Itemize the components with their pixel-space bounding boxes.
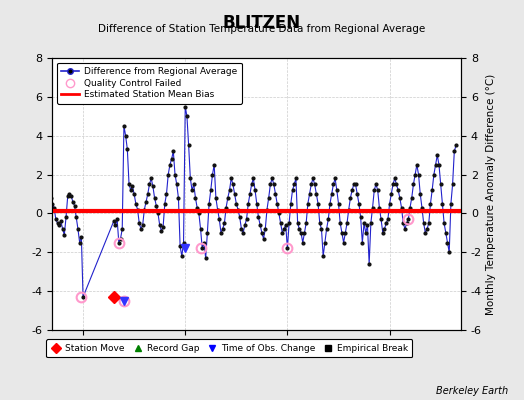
Text: Difference of Station Temperature Data from Regional Average: Difference of Station Temperature Data f… bbox=[99, 24, 425, 34]
Text: BLITZEN: BLITZEN bbox=[223, 14, 301, 32]
Legend: Station Move, Record Gap, Time of Obs. Change, Empirical Break: Station Move, Record Gap, Time of Obs. C… bbox=[47, 340, 412, 358]
Y-axis label: Monthly Temperature Anomaly Difference (°C): Monthly Temperature Anomaly Difference (… bbox=[486, 73, 496, 315]
Legend: Difference from Regional Average, Quality Control Failed, Estimated Station Mean: Difference from Regional Average, Qualit… bbox=[57, 62, 242, 104]
Text: Berkeley Earth: Berkeley Earth bbox=[436, 386, 508, 396]
